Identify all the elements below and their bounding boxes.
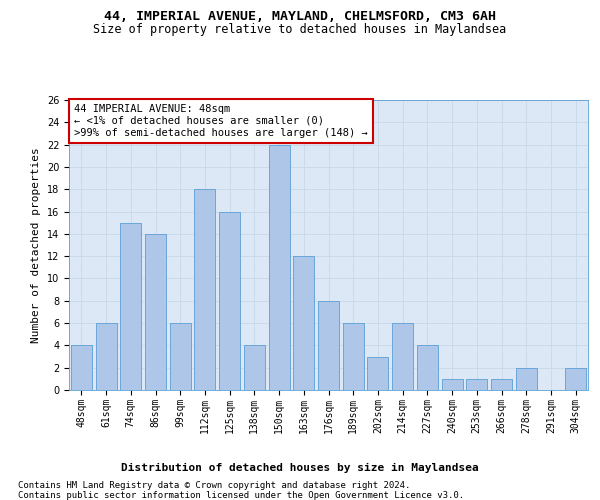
Bar bbox=[466, 379, 487, 390]
Bar bbox=[71, 346, 92, 390]
Bar bbox=[194, 189, 215, 390]
Text: Distribution of detached houses by size in Maylandsea: Distribution of detached houses by size … bbox=[121, 462, 479, 472]
Text: 44 IMPERIAL AVENUE: 48sqm
← <1% of detached houses are smaller (0)
>99% of semi-: 44 IMPERIAL AVENUE: 48sqm ← <1% of detac… bbox=[74, 104, 368, 138]
Text: Contains public sector information licensed under the Open Government Licence v3: Contains public sector information licen… bbox=[18, 491, 464, 500]
Bar bbox=[318, 301, 339, 390]
Bar bbox=[219, 212, 240, 390]
Bar bbox=[516, 368, 537, 390]
Text: 44, IMPERIAL AVENUE, MAYLAND, CHELMSFORD, CM3 6AH: 44, IMPERIAL AVENUE, MAYLAND, CHELMSFORD… bbox=[104, 10, 496, 23]
Bar bbox=[442, 379, 463, 390]
Text: Contains HM Land Registry data © Crown copyright and database right 2024.: Contains HM Land Registry data © Crown c… bbox=[18, 481, 410, 490]
Bar bbox=[392, 323, 413, 390]
Bar bbox=[170, 323, 191, 390]
Bar bbox=[343, 323, 364, 390]
Bar bbox=[565, 368, 586, 390]
Bar bbox=[367, 356, 388, 390]
Y-axis label: Number of detached properties: Number of detached properties bbox=[31, 147, 41, 343]
Bar bbox=[120, 222, 141, 390]
Bar bbox=[95, 323, 116, 390]
Bar bbox=[417, 346, 438, 390]
Bar bbox=[244, 346, 265, 390]
Bar bbox=[293, 256, 314, 390]
Bar bbox=[145, 234, 166, 390]
Bar bbox=[269, 144, 290, 390]
Bar bbox=[491, 379, 512, 390]
Text: Size of property relative to detached houses in Maylandsea: Size of property relative to detached ho… bbox=[94, 22, 506, 36]
